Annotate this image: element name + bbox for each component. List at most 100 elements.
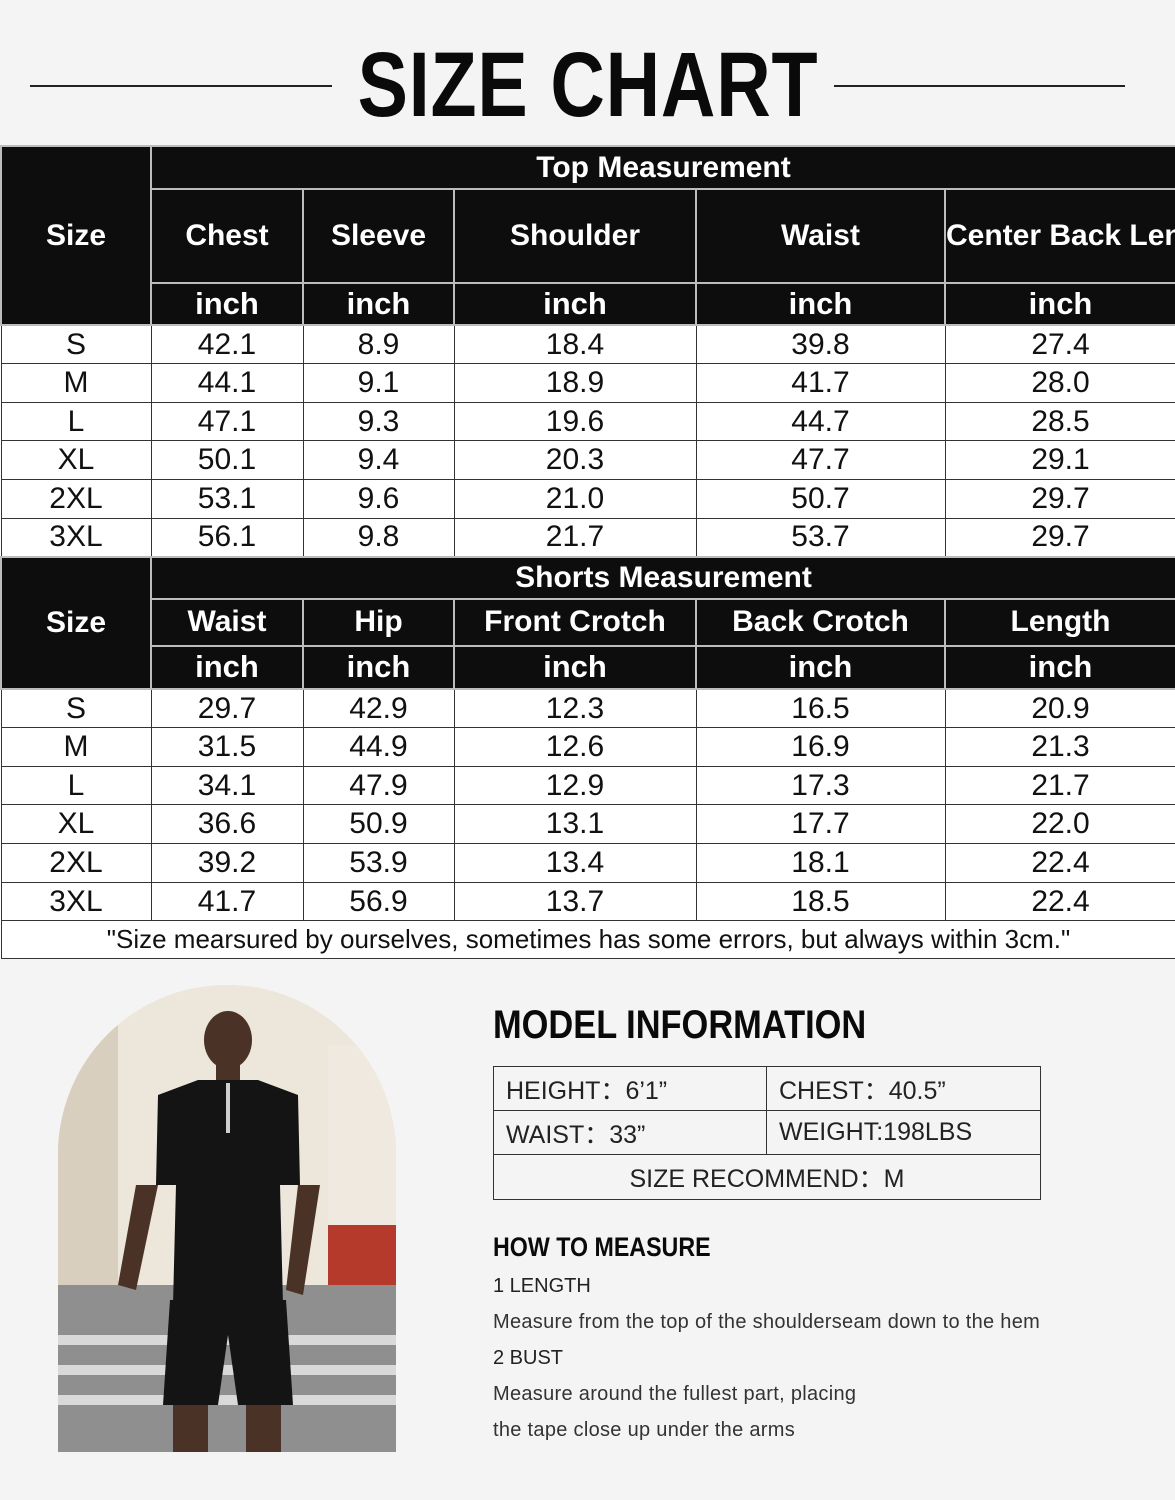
measurement-cell: 8.9	[302, 324, 455, 365]
size-column-header: Size	[0, 555, 152, 690]
size-cell: 3XL	[0, 517, 152, 558]
measurement-cell: 56.9	[302, 881, 455, 922]
table-row: S 29.7 42.9 12.3 16.5 20.9	[0, 688, 1175, 729]
header: SIZE CHART	[0, 0, 1175, 145]
measurement-cell: 22.0	[944, 804, 1175, 845]
measurement-cell: 41.7	[695, 363, 946, 403]
measurement-cell: 42.1	[150, 324, 304, 365]
size-chart-table: Size Top Measurement Chest Sleeve Shoulder Wa…	[0, 145, 1175, 960]
measurement-cell: 21.7	[944, 765, 1175, 806]
measurement-cell: 9.3	[302, 401, 455, 442]
size-cell: 2XL	[0, 843, 152, 883]
measurement-cell: 47.9	[302, 765, 455, 806]
measurement-cell: 28.5	[944, 401, 1175, 442]
measurement-cell: 18.9	[453, 363, 697, 403]
model-chest: CHEST：40.5”	[766, 1066, 1041, 1111]
column-header: Front Crotch	[453, 597, 697, 647]
measurement-cell: 16.5	[695, 688, 946, 729]
measurement-cell: 9.1	[302, 363, 455, 403]
measurement-cell: 50.9	[302, 804, 455, 845]
table-row: M 31.5 44.9 12.6 16.9 21.3	[0, 727, 1175, 767]
model-height: HEIGHT：6’1”	[493, 1066, 767, 1111]
measurement-cell: 18.1	[695, 843, 946, 883]
unit-label: inch	[302, 644, 455, 690]
measurement-cell: 56.1	[150, 517, 304, 558]
unit-label: inch	[453, 282, 697, 326]
unit-label: inch	[943, 282, 1175, 326]
measurement-cell: 21.0	[453, 479, 697, 519]
unit-label: inch	[302, 282, 455, 326]
measurement-cell: 50.7	[695, 479, 946, 519]
title-rule-right	[834, 85, 1125, 87]
unit-label: inch	[150, 644, 304, 690]
column-header: Hip	[302, 597, 455, 647]
measurement-cell: 16.9	[695, 727, 946, 767]
measurement-cell: 21.7	[453, 517, 697, 558]
page-title-text: SIZE CHART	[357, 34, 818, 136]
measurement-cell: 34.1	[150, 765, 304, 806]
measurement-cell: 18.5	[695, 881, 946, 922]
measurement-cell: 13.1	[453, 804, 697, 845]
measurement-cell: 22.4	[944, 881, 1175, 922]
size-cell: L	[0, 765, 152, 806]
model-info-title: MODEL INFORMATION	[493, 1003, 867, 1047]
measurement-cell: 22.4	[944, 843, 1175, 883]
measurement-cell: 17.3	[695, 765, 946, 806]
measurement-cell: 29.7	[944, 517, 1175, 558]
measurement-cell: 50.1	[150, 440, 304, 481]
measurement-cell: 53.7	[695, 517, 946, 558]
measurement-cell: 29.7	[944, 479, 1175, 519]
measurement-cell: 9.4	[302, 440, 455, 481]
measurement-cell: 29.1	[944, 440, 1175, 481]
size-cell: 2XL	[0, 479, 152, 519]
measurement-cell: 13.7	[453, 881, 697, 922]
column-header: Shoulder	[453, 188, 697, 284]
unit-label: inch	[695, 644, 946, 690]
size-cell: M	[0, 727, 152, 767]
model-info-table: HEIGHT：6’1” CHEST：40.5” WAIST：33” WEIGHT:1…	[493, 1066, 1041, 1200]
measurement-cell: 53.9	[302, 843, 455, 883]
unit-label: inch	[453, 644, 697, 690]
measurement-cell: 17.7	[695, 804, 946, 845]
size-recommend: SIZE RECOMMEND：M	[493, 1154, 1041, 1200]
measurement-cell: 44.7	[695, 401, 946, 442]
step-description: Measure from the top of the shoulderseam…	[493, 1311, 1041, 1333]
measurement-cell: 47.7	[695, 440, 946, 481]
step-label: 2 BUST	[493, 1347, 564, 1369]
table-row: 3XL 41.7 56.9 13.7 18.5 22.4	[0, 881, 1175, 922]
table-row: S 42.1 8.9 18.4 39.8 27.4	[0, 324, 1175, 365]
measurement-cell: 53.1	[150, 479, 304, 519]
measurement-cell: 42.9	[302, 688, 455, 729]
step-label: 1 LENGTH	[493, 1275, 591, 1297]
unit-label: inch	[150, 282, 304, 326]
title-rule-left	[30, 85, 332, 87]
measurement-cell: 47.1	[150, 401, 304, 442]
size-cell: S	[0, 324, 152, 365]
unit-label: inch	[695, 282, 946, 326]
table-row: 3XL 56.1 9.8 21.7 53.7 29.7	[0, 517, 1175, 558]
model-waist: WAIST：33”	[493, 1110, 767, 1155]
page-title: SIZE CHART	[0, 30, 1175, 140]
measurement-cell: 41.7	[150, 881, 304, 922]
unit-label: inch	[943, 644, 1175, 690]
how-to-measure-title: HOW TO MEASURE	[493, 1232, 711, 1262]
measurement-cell: 18.4	[453, 324, 697, 365]
step-description: the tape close up under the arms	[493, 1419, 796, 1441]
measurement-cell: 27.4	[944, 324, 1175, 365]
measurement-note: "Size mearsured by ourselves, sometimes …	[0, 920, 1175, 960]
measurement-cell: 36.6	[150, 804, 304, 845]
table-row: M 44.1 9.1 18.9 41.7 28.0	[0, 363, 1175, 403]
table-row: L 47.1 9.3 19.6 44.7 28.5	[0, 401, 1175, 442]
table-row: L 34.1 47.9 12.9 17.3 21.7	[0, 765, 1175, 806]
measurement-cell: 13.4	[453, 843, 697, 883]
measurement-cell: 39.2	[150, 843, 304, 883]
measurement-cell: 31.5	[150, 727, 304, 767]
table-row: XL 36.6 50.9 13.1 17.7 22.0	[0, 804, 1175, 845]
size-cell: L	[0, 401, 152, 442]
size-cell: XL	[0, 440, 152, 481]
measurement-cell: 20.9	[944, 688, 1175, 729]
column-header: Sleeve	[302, 188, 455, 284]
table-row: 2XL 39.2 53.9 13.4 18.1 22.4	[0, 843, 1175, 883]
measurement-cell: 29.7	[150, 688, 304, 729]
column-header: Waist	[695, 188, 946, 284]
